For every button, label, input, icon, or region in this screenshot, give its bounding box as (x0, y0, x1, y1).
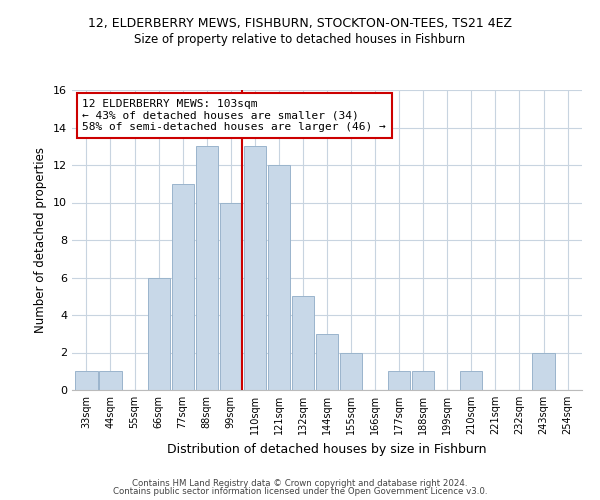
Text: 12, ELDERBERRY MEWS, FISHBURN, STOCKTON-ON-TEES, TS21 4EZ: 12, ELDERBERRY MEWS, FISHBURN, STOCKTON-… (88, 18, 512, 30)
Bar (148, 278, 170, 390)
Bar (172, 184, 194, 390)
Text: Size of property relative to detached houses in Fishburn: Size of property relative to detached ho… (134, 32, 466, 46)
Y-axis label: Number of detached properties: Number of detached properties (34, 147, 47, 333)
Bar (316, 334, 338, 390)
Bar (220, 202, 242, 390)
Bar (100, 371, 122, 390)
Bar (460, 371, 482, 390)
Bar (76, 371, 98, 390)
Bar (268, 165, 290, 390)
Bar (292, 296, 314, 390)
Bar (244, 146, 266, 390)
Text: Contains public sector information licensed under the Open Government Licence v3: Contains public sector information licen… (113, 487, 487, 496)
Text: 12 ELDERBERRY MEWS: 103sqm
← 43% of detached houses are smaller (34)
58% of semi: 12 ELDERBERRY MEWS: 103sqm ← 43% of deta… (82, 99, 386, 132)
X-axis label: Distribution of detached houses by size in Fishburn: Distribution of detached houses by size … (167, 442, 487, 456)
Bar (412, 371, 434, 390)
Bar (388, 371, 410, 390)
Bar (340, 352, 362, 390)
Bar (532, 352, 554, 390)
Text: Contains HM Land Registry data © Crown copyright and database right 2024.: Contains HM Land Registry data © Crown c… (132, 478, 468, 488)
Bar (196, 146, 218, 390)
